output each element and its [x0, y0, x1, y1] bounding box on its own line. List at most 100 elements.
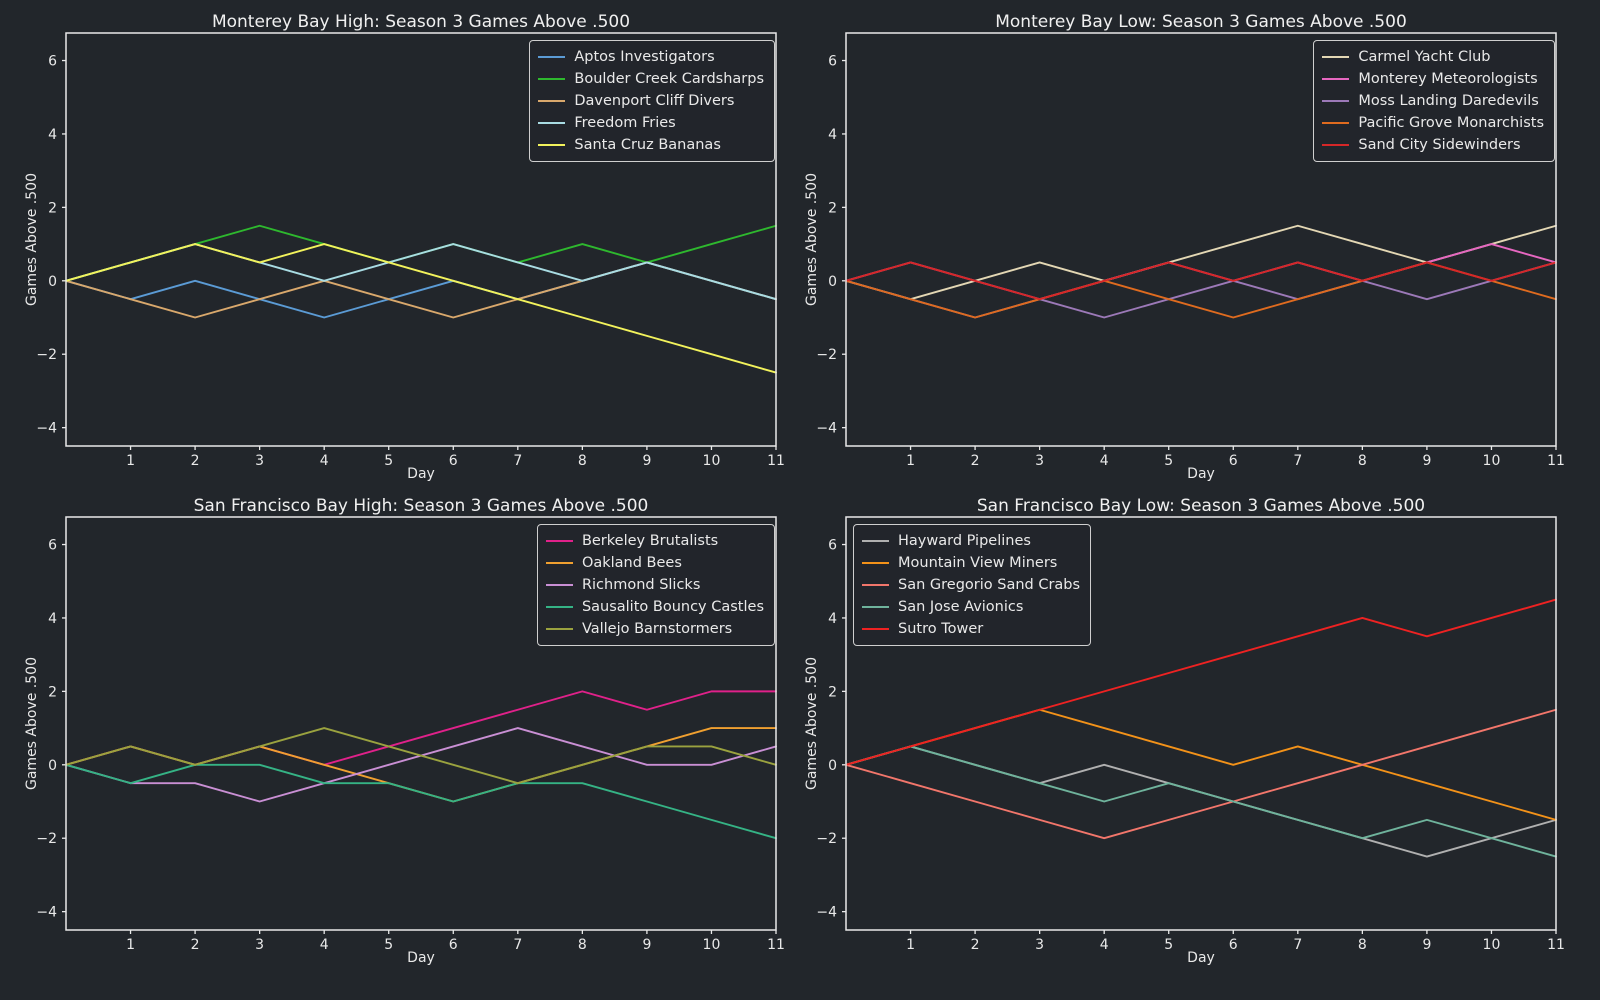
x-tick-label: 4 [1100, 937, 1109, 953]
x-tick-label: 6 [449, 453, 458, 469]
y-tick-label: −2 [36, 347, 57, 363]
legend-label: Aptos Investigators [574, 49, 715, 65]
chart-title: Monterey Bay Low: Season 3 Games Above .… [995, 12, 1407, 32]
plot-area: −4 −2 0 2 4 6 1 2 3 4 5 6 7 8 9 10 11 [816, 516, 1565, 953]
y-axis-label: Games Above .500 [804, 657, 820, 790]
plot-area: −4 −2 0 2 4 6 1 2 3 4 5 6 7 8 9 10 11 [36, 32, 785, 469]
legend-item: Monterey Meteorologists [1322, 68, 1544, 90]
x-tick-label: 2 [971, 453, 980, 469]
legend-label: Berkeley Brutalists [581, 533, 719, 549]
y-tick-label: 0 [48, 274, 57, 290]
y-tick-label: 0 [828, 274, 837, 290]
legend-line-swatch-icon [545, 540, 573, 542]
x-tick-label: 2 [191, 453, 200, 469]
x-tick-label: 7 [513, 453, 522, 469]
legend-item: Oakland Bees [545, 552, 764, 574]
legend-item: Vallejo Barnstormers [545, 618, 764, 640]
legend-line-swatch-icon [545, 606, 573, 608]
x-tick-label: 10 [703, 937, 721, 953]
legend-line-swatch-icon [1322, 122, 1350, 124]
axes-spine [845, 32, 1557, 447]
legend-label: Richmond Slicks [581, 577, 701, 593]
x-tick-label: 11 [767, 937, 785, 953]
x-tick-label: 10 [1483, 937, 1501, 953]
legend-line-swatch-icon [1322, 56, 1350, 58]
series-line-carmel-yacht-club [845, 224, 1557, 301]
x-tick-label: 7 [1293, 453, 1302, 469]
y-tick-label: 0 [48, 758, 57, 774]
x-tick-label: 9 [642, 453, 651, 469]
legend-item: Richmond Slicks [545, 574, 764, 596]
legend-line-swatch-icon [862, 628, 889, 630]
legend-label: Vallejo Barnstormers [581, 621, 733, 637]
series-line-san-jose-avionics [845, 745, 1557, 858]
x-tick-label: 4 [320, 937, 329, 953]
chart-title: San Francisco Bay Low: Season 3 Games Ab… [976, 496, 1426, 516]
x-tick-label: 9 [642, 937, 651, 953]
legend-item: Berkeley Brutalists [545, 530, 764, 552]
y-tick-label: 0 [828, 758, 837, 774]
legend-item: Freedom Fries [538, 112, 764, 134]
x-tick-label: 6 [1229, 937, 1238, 953]
x-tick-label: 7 [513, 937, 522, 953]
legend-label: Freedom Fries [574, 115, 676, 131]
x-tick-label: 2 [971, 937, 980, 953]
legend-label: Sausalito Bouncy Castles [581, 599, 764, 615]
y-tick-label: −2 [36, 831, 57, 847]
legend-label: Oakland Bees [581, 555, 682, 571]
axes-spine [65, 32, 777, 447]
y-tick-label: 6 [828, 54, 837, 70]
y-tick-label: 2 [48, 684, 57, 700]
legend-label: Carmel Yacht Club [1358, 49, 1491, 65]
legend-item: Boulder Creek Cardsharps [538, 68, 764, 90]
y-tick-label: −4 [816, 421, 837, 437]
x-tick-label: 3 [255, 937, 264, 953]
series-line-santa-cruz-bananas [65, 243, 777, 374]
x-tick-label: 5 [1164, 937, 1173, 953]
legend-label: Pacific Grove Monarchists [1358, 115, 1544, 131]
legend-line-swatch-icon [862, 540, 889, 542]
legend-line-swatch-icon [545, 584, 573, 586]
plot-area: −4 −2 0 2 4 6 1 2 3 4 5 6 7 8 9 10 11 [816, 32, 1565, 469]
chart-panel-monterey-bay-high: Monterey Bay High: Season 3 Games Above … [18, 10, 785, 482]
y-axis-label: Games Above .500 [24, 173, 40, 306]
series-line-berkeley-brutalists [65, 690, 777, 766]
chart-panel-monterey-bay-low: Monterey Bay Low: Season 3 Games Above .… [798, 10, 1565, 482]
series-line-san-gregorio-sand-crabs [845, 708, 1557, 840]
legend-label: Sand City Sidewinders [1358, 137, 1521, 153]
y-tick-label: 4 [48, 127, 57, 143]
y-tick-label: 6 [48, 538, 57, 554]
chart-panel-san-francisco-bay-low: San Francisco Bay Low: Season 3 Games Ab… [798, 494, 1565, 966]
legend-line-swatch-icon [545, 628, 573, 630]
legend-label: San Jose Avionics [898, 599, 1024, 615]
x-tick-label: 5 [1164, 453, 1173, 469]
y-tick-label: −4 [816, 905, 837, 921]
legend: Hayward Pipelines Mountain View Miners San… [853, 524, 1092, 646]
legend: Berkeley Brutalists Oakland Bees Richmond … [536, 524, 775, 646]
x-tick-label: 10 [703, 453, 721, 469]
legend-item: Davenport Cliff Divers [538, 90, 764, 112]
x-tick-label: 3 [1035, 937, 1044, 953]
legend-item: Pacific Grove Monarchists [1322, 112, 1544, 134]
legend-line-swatch-icon [1322, 78, 1350, 80]
y-axis-label: Games Above .500 [24, 657, 40, 790]
x-tick-label: 1 [126, 453, 135, 469]
x-tick-label: 5 [384, 453, 393, 469]
legend-item: Moss Landing Daredevils [1322, 90, 1544, 112]
y-tick-label: −2 [816, 347, 837, 363]
y-tick-label: 6 [828, 538, 837, 554]
x-tick-label: 7 [1293, 937, 1302, 953]
legend-label: Sutro Tower [898, 621, 984, 637]
x-tick-label: 8 [1358, 453, 1367, 469]
legend-line-swatch-icon [862, 562, 889, 564]
x-tick-label: 8 [1358, 937, 1367, 953]
chart-panel-san-francisco-bay-high: San Francisco Bay High: Season 3 Games A… [18, 494, 785, 966]
x-tick-label: 2 [191, 937, 200, 953]
x-tick-label: 4 [1100, 453, 1109, 469]
legend-label: San Gregorio Sand Crabs [898, 577, 1081, 593]
chart-title: San Francisco Bay High: Season 3 Games A… [193, 496, 649, 516]
x-tick-label: 5 [384, 937, 393, 953]
x-tick-label: 11 [1547, 937, 1565, 953]
legend-item: Sutro Tower [862, 618, 1080, 640]
legend-item: Sand City Sidewinders [1322, 134, 1544, 156]
